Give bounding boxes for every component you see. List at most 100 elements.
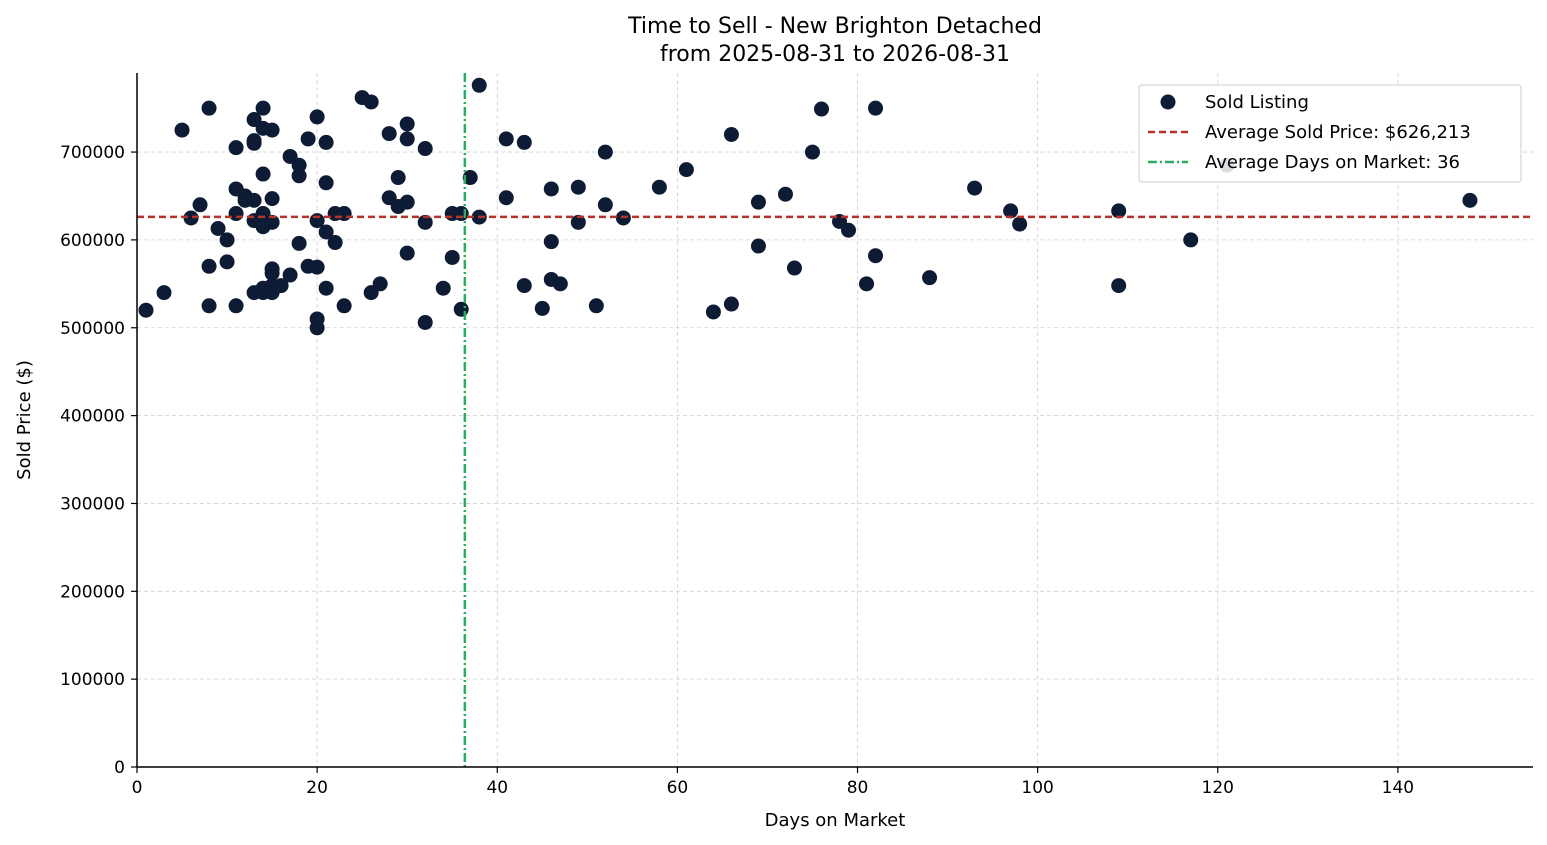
data-point [786, 260, 802, 276]
data-point [705, 304, 721, 320]
data-point [813, 101, 829, 117]
data-point [318, 134, 334, 150]
data-point [381, 126, 397, 142]
y-tick-label: 0 [114, 758, 125, 778]
data-point [723, 126, 739, 142]
data-point [264, 265, 280, 281]
data-point [246, 135, 262, 151]
data-point [309, 320, 325, 336]
x-tick-label: 60 [667, 778, 689, 798]
data-point [1003, 203, 1019, 219]
data-point [174, 122, 190, 138]
data-point [399, 194, 415, 210]
x-tick-label: 120 [1202, 778, 1234, 798]
chart-title-line-1: Time to Sell - New Brighton Detached [627, 14, 1042, 39]
data-point [453, 301, 469, 317]
data-point [228, 140, 244, 156]
x-tick-label: 140 [1382, 778, 1414, 798]
axes-layer: 0 20 40 60 80 100 120 140 0 100000 200000 300000 400… [60, 73, 1533, 798]
data-point [534, 300, 550, 316]
data-point [291, 157, 307, 173]
data-point [777, 186, 793, 202]
data-point [372, 276, 388, 292]
data-point [516, 278, 532, 294]
data-point [309, 109, 325, 125]
data-point [327, 235, 343, 251]
data-point [264, 191, 280, 207]
y-tick-label: 700000 [60, 143, 125, 163]
chart-title-line-2: from 2025-08-31 to 2026-08-31 [660, 42, 1010, 67]
data-point [552, 276, 568, 292]
data-point [273, 278, 289, 294]
points-layer [138, 77, 1478, 336]
data-point [723, 296, 739, 312]
data-point [138, 302, 154, 318]
y-tick-label: 500000 [60, 319, 125, 339]
x-tick-label: 100 [1021, 778, 1053, 798]
data-point [750, 194, 766, 210]
data-point [183, 210, 199, 226]
data-point [318, 280, 334, 296]
data-point [922, 270, 938, 286]
y-tick-label: 600000 [60, 231, 125, 251]
data-point [967, 180, 983, 196]
data-point [588, 298, 604, 314]
data-point [219, 232, 235, 248]
y-axis-label: Sold Price ($) [14, 360, 35, 480]
data-point [750, 238, 766, 254]
data-point [246, 192, 262, 208]
legend-label-avg-days: Average Days on Market: 36 [1205, 152, 1460, 173]
legend-label-avg-price: Average Sold Price: $626,213 [1205, 122, 1471, 143]
data-point [399, 116, 415, 132]
data-point [264, 122, 280, 138]
reference-lines-layer [137, 73, 1533, 767]
data-point [417, 141, 433, 157]
data-point [417, 314, 433, 330]
data-point [363, 94, 379, 110]
data-point [318, 224, 334, 240]
data-point [219, 254, 235, 270]
data-point [678, 162, 694, 178]
legend-label-sold-listing: Sold Listing [1205, 92, 1309, 113]
data-point [282, 267, 298, 283]
data-point [390, 170, 406, 186]
data-point [444, 249, 460, 265]
x-tick-label: 80 [847, 778, 869, 798]
data-point [201, 258, 217, 274]
data-point [543, 234, 559, 250]
data-point [300, 131, 316, 147]
x-tick-label: 40 [486, 778, 508, 798]
y-tick-label: 200000 [60, 582, 125, 602]
data-point [543, 181, 559, 197]
data-point [228, 298, 244, 314]
legend-box [1138, 84, 1522, 183]
y-tick-label: 300000 [60, 494, 125, 514]
data-point [210, 220, 226, 236]
data-point [201, 298, 217, 314]
data-point [498, 190, 514, 206]
y-tick-label: 400000 [60, 407, 125, 427]
data-point [318, 175, 334, 191]
data-point [859, 276, 875, 292]
data-point [309, 259, 325, 275]
data-point [868, 248, 884, 264]
data-point [201, 100, 217, 116]
data-point [804, 144, 820, 160]
x-tick-label: 20 [306, 778, 328, 798]
x-tick-label: 0 [132, 778, 143, 798]
data-point [1462, 192, 1478, 208]
data-point [453, 206, 469, 222]
data-point [1183, 232, 1199, 248]
legend-marker-sold-listing [1160, 94, 1176, 110]
data-point [516, 134, 532, 150]
data-point [597, 197, 613, 213]
data-point [228, 206, 244, 222]
data-point [336, 298, 352, 314]
data-point [291, 168, 307, 184]
data-point [570, 214, 586, 230]
data-point [291, 235, 307, 251]
data-point [841, 222, 857, 238]
data-point [255, 100, 271, 116]
x-axis-label: Days on Market [765, 810, 906, 831]
